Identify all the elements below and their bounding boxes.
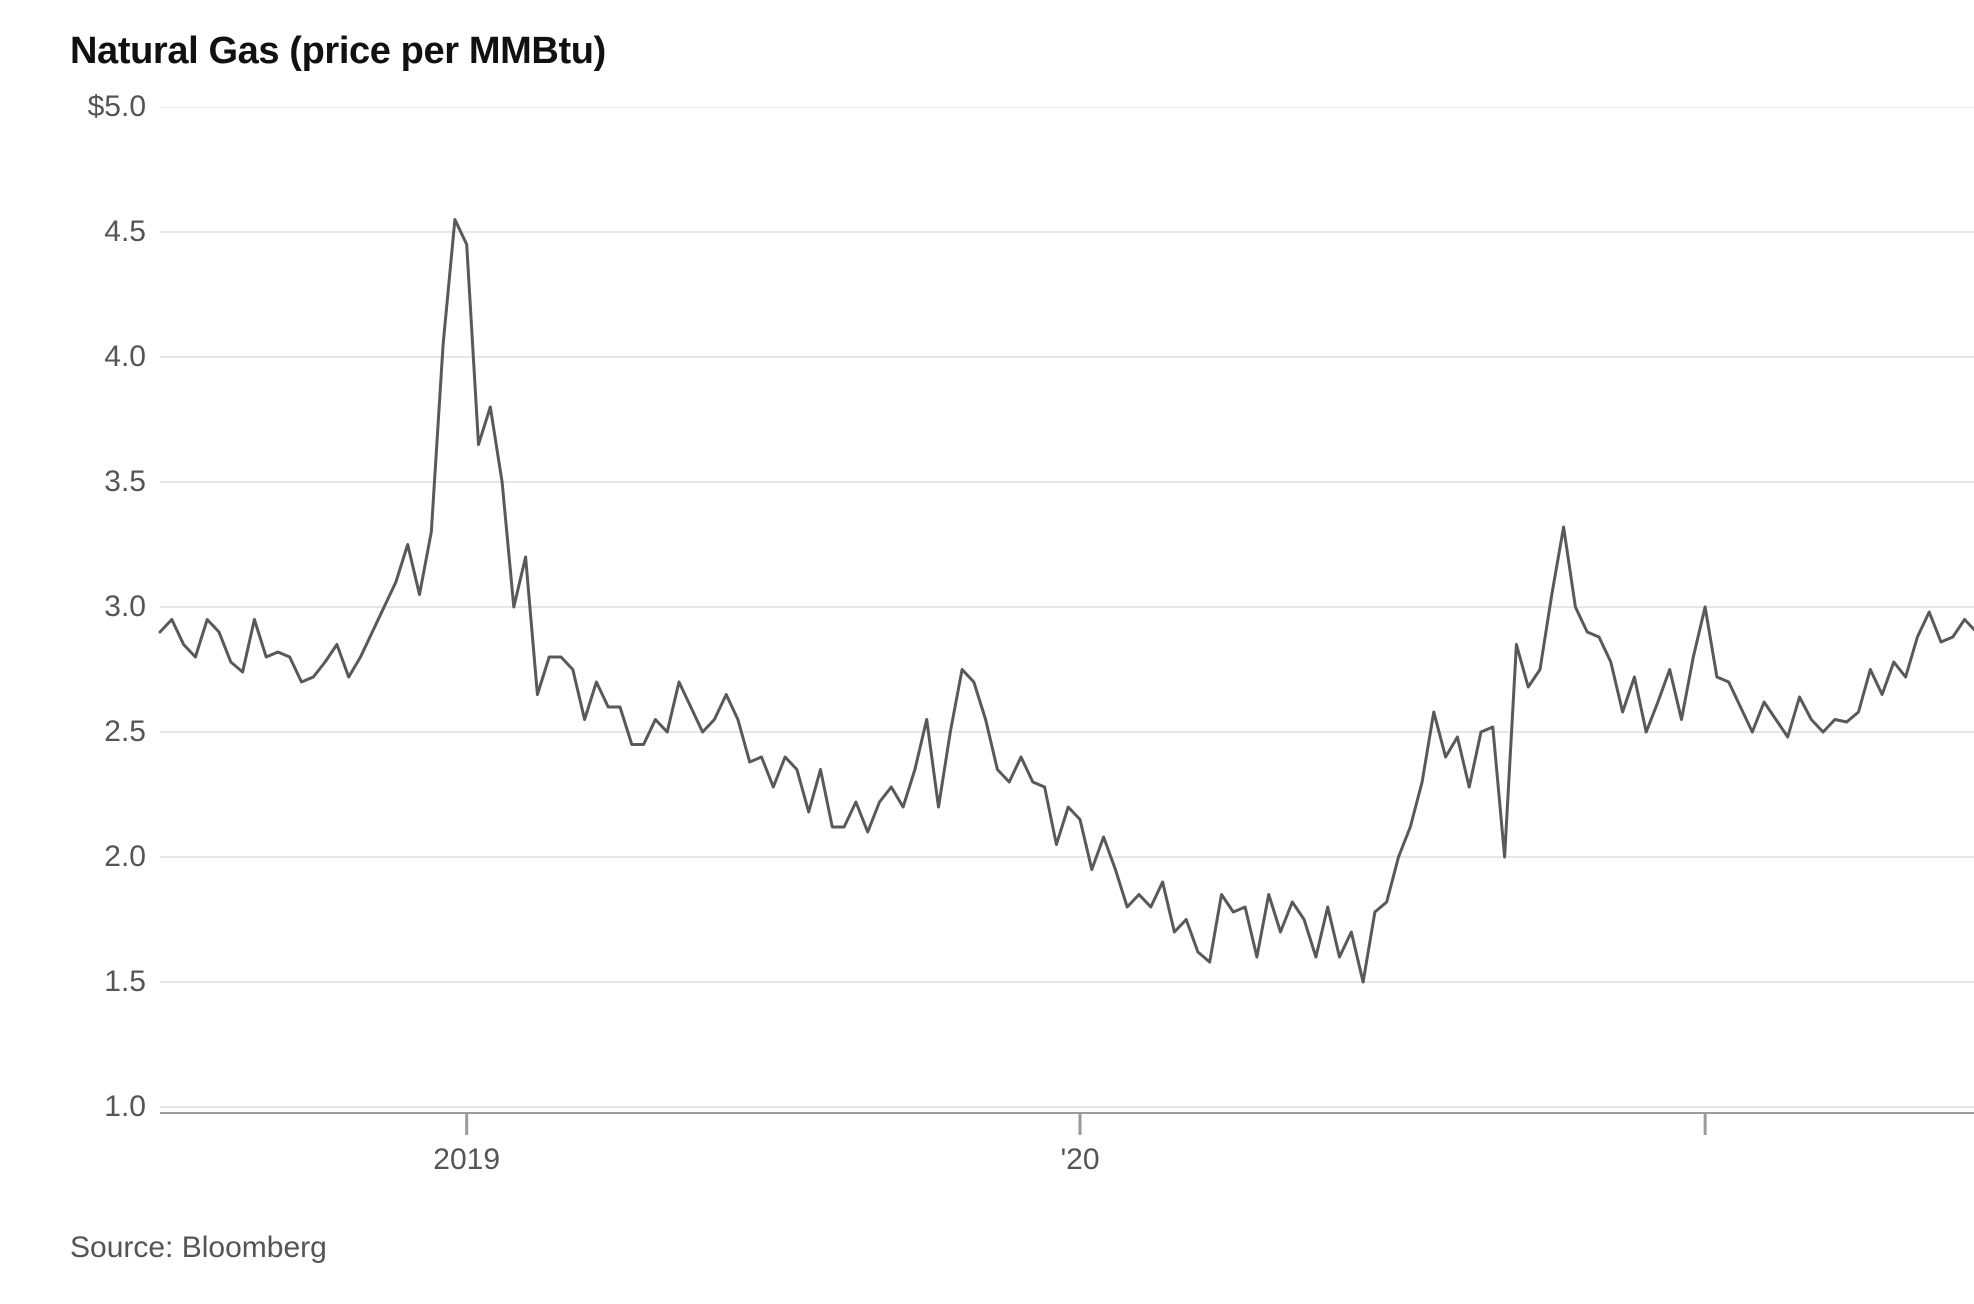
- y-axis-label: 3.0: [70, 590, 146, 624]
- y-axis-label: 3.5: [70, 465, 146, 499]
- y-axis-label: 4.5: [70, 215, 146, 249]
- y-axis-label: 2.5: [70, 715, 146, 749]
- y-axis-label: 4.0: [70, 340, 146, 374]
- chart-title: Natural Gas (price per MMBtu): [70, 30, 1934, 73]
- y-axis-label: $5.0: [70, 90, 146, 124]
- x-axis-label: '20: [1060, 1143, 1099, 1177]
- x-axis-label: 2019: [433, 1143, 500, 1177]
- chart-source: Source: Bloomberg: [70, 1231, 1934, 1265]
- y-axis-label: 1.5: [70, 965, 146, 999]
- chart-plot-area: $5.04.54.03.53.02.52.01.51.02019'20: [70, 107, 1974, 1207]
- chart-svg: [70, 107, 1974, 1147]
- y-axis-label: 1.0: [70, 1090, 146, 1124]
- y-axis-label: 2.0: [70, 840, 146, 874]
